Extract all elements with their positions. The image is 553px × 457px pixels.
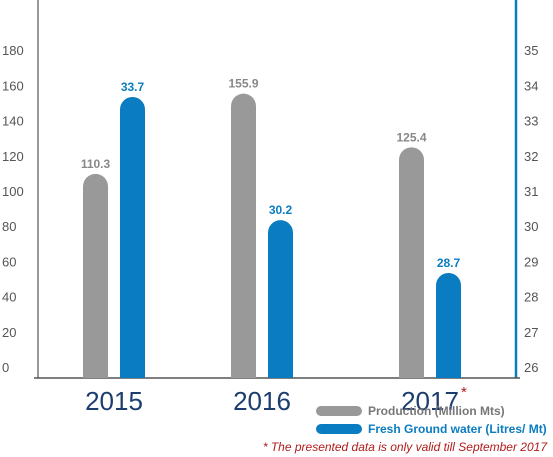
y-right-tick-label: 33 xyxy=(524,114,538,129)
bar-production-2017 xyxy=(399,147,424,378)
y-right-tick-label: 30 xyxy=(524,219,538,234)
y-right-tick-label: 26 xyxy=(524,360,538,375)
footnote: * The presented data is only valid till … xyxy=(262,440,547,454)
y-left-tick-label: 160 xyxy=(2,78,24,93)
bar-water-2016 xyxy=(268,220,293,378)
data-label-water: 30.2 xyxy=(269,203,293,217)
y-left-tick-label: 60 xyxy=(2,254,16,269)
legend-item-water: Fresh Ground water (Litres/ Mt) xyxy=(316,420,547,438)
y-left-tick-label: 140 xyxy=(2,114,24,129)
data-label-water: 28.7 xyxy=(437,256,461,270)
x-category-label: 2017 xyxy=(401,386,459,416)
bar-production-2015 xyxy=(83,173,108,378)
legend-swatch-production xyxy=(316,406,362,416)
y-left-tick-label: 120 xyxy=(2,149,24,164)
y-right-tick-label: 31 xyxy=(524,184,538,199)
y-right-tick-label: 29 xyxy=(524,254,538,269)
legend-swatch-water xyxy=(316,424,362,434)
bar-production-2016 xyxy=(231,93,256,378)
y-right-tick-label: 35 xyxy=(524,43,538,58)
x-category-label: 2016 xyxy=(233,386,291,416)
data-label-water: 33.7 xyxy=(121,80,145,94)
y-left-tick-label: 180 xyxy=(2,43,24,58)
y-right-tick-label: 34 xyxy=(524,78,538,93)
data-label-production: 110.3 xyxy=(81,157,111,171)
legend: Production (Million Mts) Fresh Ground wa… xyxy=(316,402,547,438)
legend-item-production: Production (Million Mts) xyxy=(316,402,547,420)
y-right-tick-label: 28 xyxy=(524,290,538,305)
x-category-label: 2015 xyxy=(85,386,143,416)
legend-label-production: Production (Million Mts) xyxy=(368,404,505,418)
bar-water-2015 xyxy=(120,96,145,379)
y-right-tick-label: 27 xyxy=(524,325,538,340)
data-label-production: 125.4 xyxy=(396,130,426,144)
y-left-tick-label: 0 xyxy=(2,360,9,375)
y-left-tick-label: 20 xyxy=(2,325,16,340)
y-left-tick-label: 40 xyxy=(2,290,16,305)
legend-label-water: Fresh Ground water (Litres/ Mt) xyxy=(368,422,547,436)
y-left-tick-label: 100 xyxy=(2,184,24,199)
bar-water-2017 xyxy=(436,272,461,378)
data-label-production: 155.9 xyxy=(228,77,258,91)
category-footnote-mark: * xyxy=(461,384,467,401)
y-right-tick-label: 32 xyxy=(524,149,538,164)
y-left-tick-label: 80 xyxy=(2,219,16,234)
